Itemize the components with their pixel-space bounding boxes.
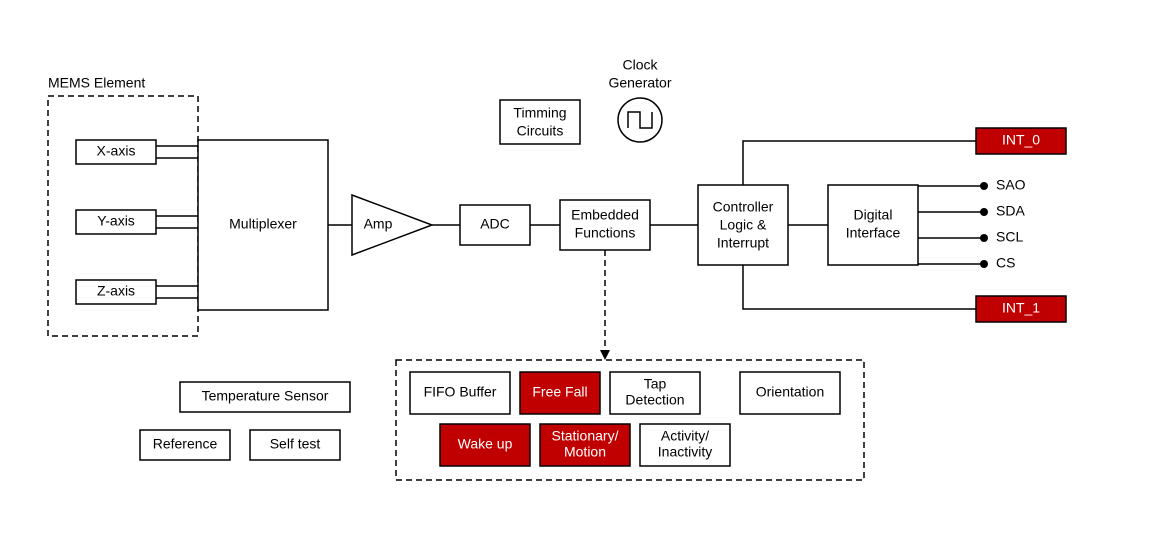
- orient-label: Orientation: [756, 384, 824, 400]
- actinact-label1: Activity/: [661, 428, 709, 444]
- statmot-label1: Stationary/: [552, 428, 619, 444]
- int1-label: INT_1: [1002, 300, 1040, 316]
- timing-label1: Timming: [513, 105, 566, 121]
- clockgen-label1: Clock: [622, 57, 658, 73]
- block-diagram: MEMS Element X-axis Y-axis Z-axis Multip…: [0, 0, 1168, 560]
- embedded-label2: Functions: [575, 225, 636, 241]
- multiplexer-label: Multiplexer: [229, 216, 297, 232]
- mems-title: MEMS Element: [48, 75, 145, 91]
- temp-label: Temperature Sensor: [202, 388, 329, 404]
- wakeup-label: Wake up: [458, 436, 513, 452]
- tap-label1: Tap: [644, 376, 667, 392]
- sao-label: SAO: [996, 177, 1026, 193]
- amp-label: Amp: [364, 216, 393, 232]
- dot: [980, 260, 988, 268]
- wire-int0: [743, 141, 976, 185]
- sda-label: SDA: [996, 203, 1025, 219]
- clockgen-label2: Generator: [608, 75, 671, 91]
- int0-label: INT_0: [1002, 132, 1040, 148]
- actinact-label2: Inactivity: [658, 444, 712, 460]
- embedded-label1: Embedded: [571, 207, 639, 223]
- scl-label: SCL: [996, 229, 1023, 245]
- freefall-label: Free Fall: [532, 384, 587, 400]
- dot: [980, 208, 988, 216]
- timing-label2: Circuits: [517, 123, 564, 139]
- self-label: Self test: [270, 436, 321, 452]
- adc-label: ADC: [480, 216, 510, 232]
- x-axis-label: X-axis: [97, 143, 136, 159]
- controller-label1: Controller: [713, 199, 774, 215]
- y-axis-label: Y-axis: [97, 213, 135, 229]
- cs-label: CS: [996, 255, 1015, 271]
- dash-arrow-head: [600, 350, 610, 360]
- tap-label2: Detection: [625, 392, 684, 408]
- controller-label3: Interrupt: [717, 235, 769, 251]
- statmot-label2: Motion: [564, 444, 606, 460]
- ref-label: Reference: [153, 436, 218, 452]
- fifo-label: FIFO Buffer: [424, 384, 497, 400]
- dot: [980, 182, 988, 190]
- digital-if-label2: Interface: [846, 225, 901, 241]
- digital-if-label1: Digital: [854, 207, 893, 223]
- z-axis-label: Z-axis: [97, 283, 135, 299]
- controller-label2: Logic &: [720, 217, 767, 233]
- dot: [980, 234, 988, 242]
- wire-int1: [743, 265, 976, 309]
